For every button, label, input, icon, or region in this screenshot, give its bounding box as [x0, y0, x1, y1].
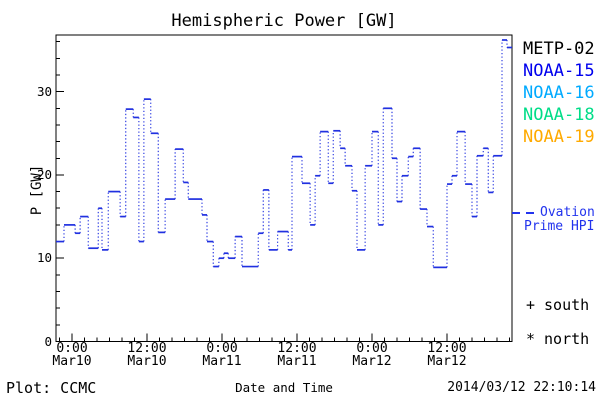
legend-noaa-19: NOAA-19	[523, 127, 595, 147]
timestamp: 2014/03/12 22:10:14	[447, 380, 596, 395]
legend-metp-02: METP-02	[523, 39, 595, 59]
x-tick-label: 12:00 Mar12	[427, 341, 467, 369]
north-label: north	[544, 330, 590, 348]
x-tick-label: 12:00 Mar10	[127, 341, 167, 369]
x-tick-label: 0:00 Mar12	[352, 341, 392, 369]
legend-noaa-16: NOAA-16	[523, 83, 595, 103]
chart-title: Hemispheric Power [GW]	[171, 11, 397, 31]
ovation-legend: Ovation Prime HPI	[512, 206, 595, 233]
north-marker-legend: * north	[526, 330, 589, 348]
legend-noaa-15: NOAA-15	[523, 61, 595, 81]
y-tick-label: 0	[44, 333, 52, 349]
x-axis-label: Date and Time	[235, 380, 333, 395]
asterisk-marker-icon: *	[526, 330, 536, 348]
y-tick-label: 30	[36, 83, 52, 99]
legend-noaa-18: NOAA-18	[523, 105, 595, 125]
dashed-line-icon	[512, 211, 520, 214]
ovation-legend-line1: Ovation	[512, 206, 595, 220]
plus-marker-icon: +	[526, 296, 536, 314]
x-tick-label: 12:00 Mar11	[277, 341, 317, 369]
ovation-legend-line2: Prime HPI	[524, 218, 595, 234]
x-tick-label: 0:00 Mar10	[52, 341, 92, 369]
x-tick-label: 0:00 Mar11	[202, 341, 242, 369]
plot-frame	[55, 34, 513, 342]
south-label: south	[544, 296, 590, 314]
plot-credit: Plot: CCMC	[6, 379, 97, 397]
ovation-label: Ovation	[540, 205, 595, 220]
dashed-line-icon	[526, 211, 534, 214]
y-tick-label: 10	[36, 250, 52, 266]
y-tick-label: 20	[36, 166, 52, 182]
south-marker-legend: + south	[526, 296, 589, 314]
